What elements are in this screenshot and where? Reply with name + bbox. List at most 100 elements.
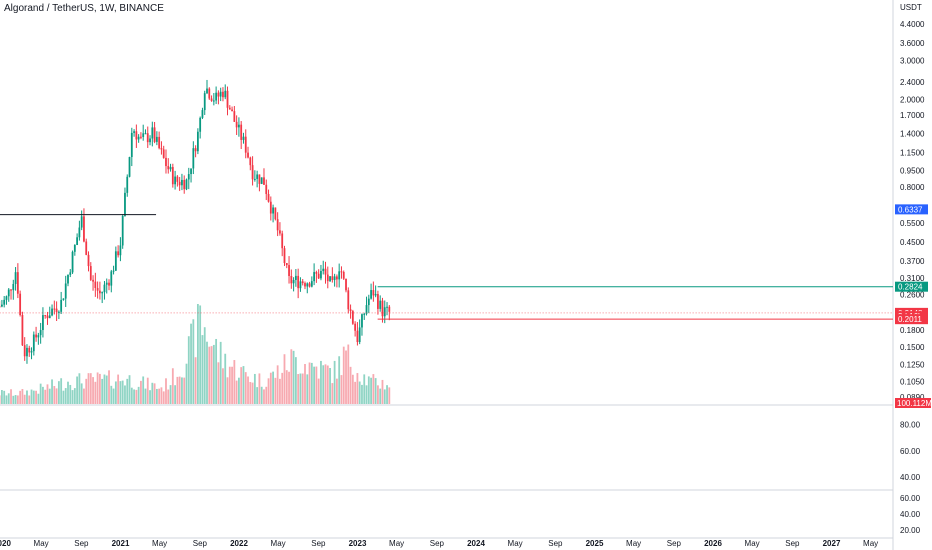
volume-bar (301, 373, 304, 404)
candle-body (365, 305, 368, 314)
volume-bar (178, 376, 181, 404)
candle-body (224, 90, 227, 98)
candle-body (263, 177, 265, 185)
volume-bar (247, 376, 249, 404)
volume-bar (260, 386, 263, 404)
price-badge-label: 0.2011 (898, 315, 922, 324)
chart-title: Algorand / TetherUS, 1W, BINANCE (4, 3, 164, 14)
volume-bar (208, 346, 211, 404)
price-tick-label: 0.8000 (900, 183, 925, 192)
volume-bar (326, 365, 329, 404)
time-axis[interactable]: 2020 May Sep 2021 May Sep 2022 May Sep 2023 May Sep… (0, 539, 878, 548)
price-badge (895, 204, 928, 215)
volume-bar (162, 391, 165, 404)
volume-bar (258, 373, 261, 404)
candle-body (140, 136, 142, 138)
volume-bar (28, 395, 31, 404)
volume-bar (108, 370, 110, 404)
candle-body (89, 266, 92, 280)
volume-bar (235, 380, 238, 404)
candle-body (62, 298, 65, 300)
volume-bar (64, 388, 67, 404)
volume-bar (48, 388, 51, 404)
price-tick-label: 0.4500 (900, 238, 925, 247)
volume-bar (135, 389, 138, 404)
volume-badge (895, 398, 931, 408)
candle-body (356, 330, 359, 343)
volume-bar (53, 386, 56, 404)
candle-body (94, 281, 97, 288)
volume-bar (78, 373, 81, 404)
volume-bar (317, 378, 320, 404)
volume-bar (55, 388, 58, 404)
candle-body (19, 293, 22, 316)
candle-body (258, 174, 261, 184)
indicator1-tick-label: 60.00 (900, 447, 921, 456)
candle-body (7, 289, 10, 297)
volume-bar (315, 366, 318, 404)
candle-body (69, 272, 72, 275)
volume-bar (46, 384, 49, 404)
volume-bar (19, 390, 22, 404)
volume-bar (14, 395, 17, 404)
volume-bar (342, 346, 345, 404)
candle-body (105, 282, 108, 285)
time-tick-label: 2026 (704, 539, 722, 548)
candle-body (206, 88, 208, 94)
volume-bar (185, 363, 188, 404)
volume-bar (12, 395, 15, 404)
candle-body (363, 313, 366, 315)
volume-bar (249, 381, 252, 404)
candle-body (285, 263, 288, 266)
candle-body (386, 306, 388, 308)
price-tick-label: 0.2600 (900, 291, 925, 300)
volume-bar (153, 383, 156, 404)
volume-bar (244, 372, 247, 404)
volume-bar (356, 373, 359, 404)
time-tick-label: 2025 (586, 539, 604, 548)
volume-bar (160, 387, 163, 404)
candle-body (183, 179, 186, 190)
candle-body (272, 207, 274, 214)
volume-bar (233, 360, 236, 404)
volume-bar (288, 371, 290, 404)
price-axis[interactable]: 4.4000 3.6000 3.0000 2.4000 2.0000 1.7000 1.40… (900, 20, 925, 535)
volume-bar (217, 362, 220, 404)
candle-body (71, 251, 74, 273)
indicator1-tick-label: 80.00 (900, 421, 921, 430)
volume-bar (112, 388, 115, 404)
volume-bar (240, 367, 243, 404)
volume-bar (333, 360, 336, 404)
volume-bar (196, 304, 199, 404)
candle-body (347, 290, 350, 310)
volume-bar (176, 376, 179, 404)
volume-bar (279, 378, 281, 404)
volume-bar (340, 375, 343, 404)
volume-bar (372, 374, 375, 404)
candle-body (12, 283, 15, 291)
price-tick-label: 3.6000 (900, 39, 925, 48)
volume-bar (335, 378, 338, 404)
volume-bar (320, 360, 322, 404)
volume-layer (0, 304, 391, 404)
candle-body (190, 168, 192, 175)
volume-bar (39, 383, 42, 404)
price-tick-label: 0.0890 (900, 393, 925, 402)
candle-body (290, 276, 293, 284)
volume-bar (26, 390, 28, 404)
volume-bar (42, 386, 44, 404)
volume-bar (228, 366, 231, 404)
candle-body (151, 127, 154, 139)
volume-bar (269, 372, 272, 404)
volume-bar (23, 394, 26, 404)
volume-bar (349, 366, 352, 404)
time-tick-label: May (271, 539, 286, 548)
volume-bar (313, 366, 316, 404)
volume-bar (167, 389, 170, 404)
volume-bar (210, 346, 213, 404)
volume-bar (85, 378, 88, 404)
candles-layer (0, 79, 391, 364)
time-tick-label: 2023 (349, 539, 367, 548)
volume-bar (114, 381, 117, 404)
